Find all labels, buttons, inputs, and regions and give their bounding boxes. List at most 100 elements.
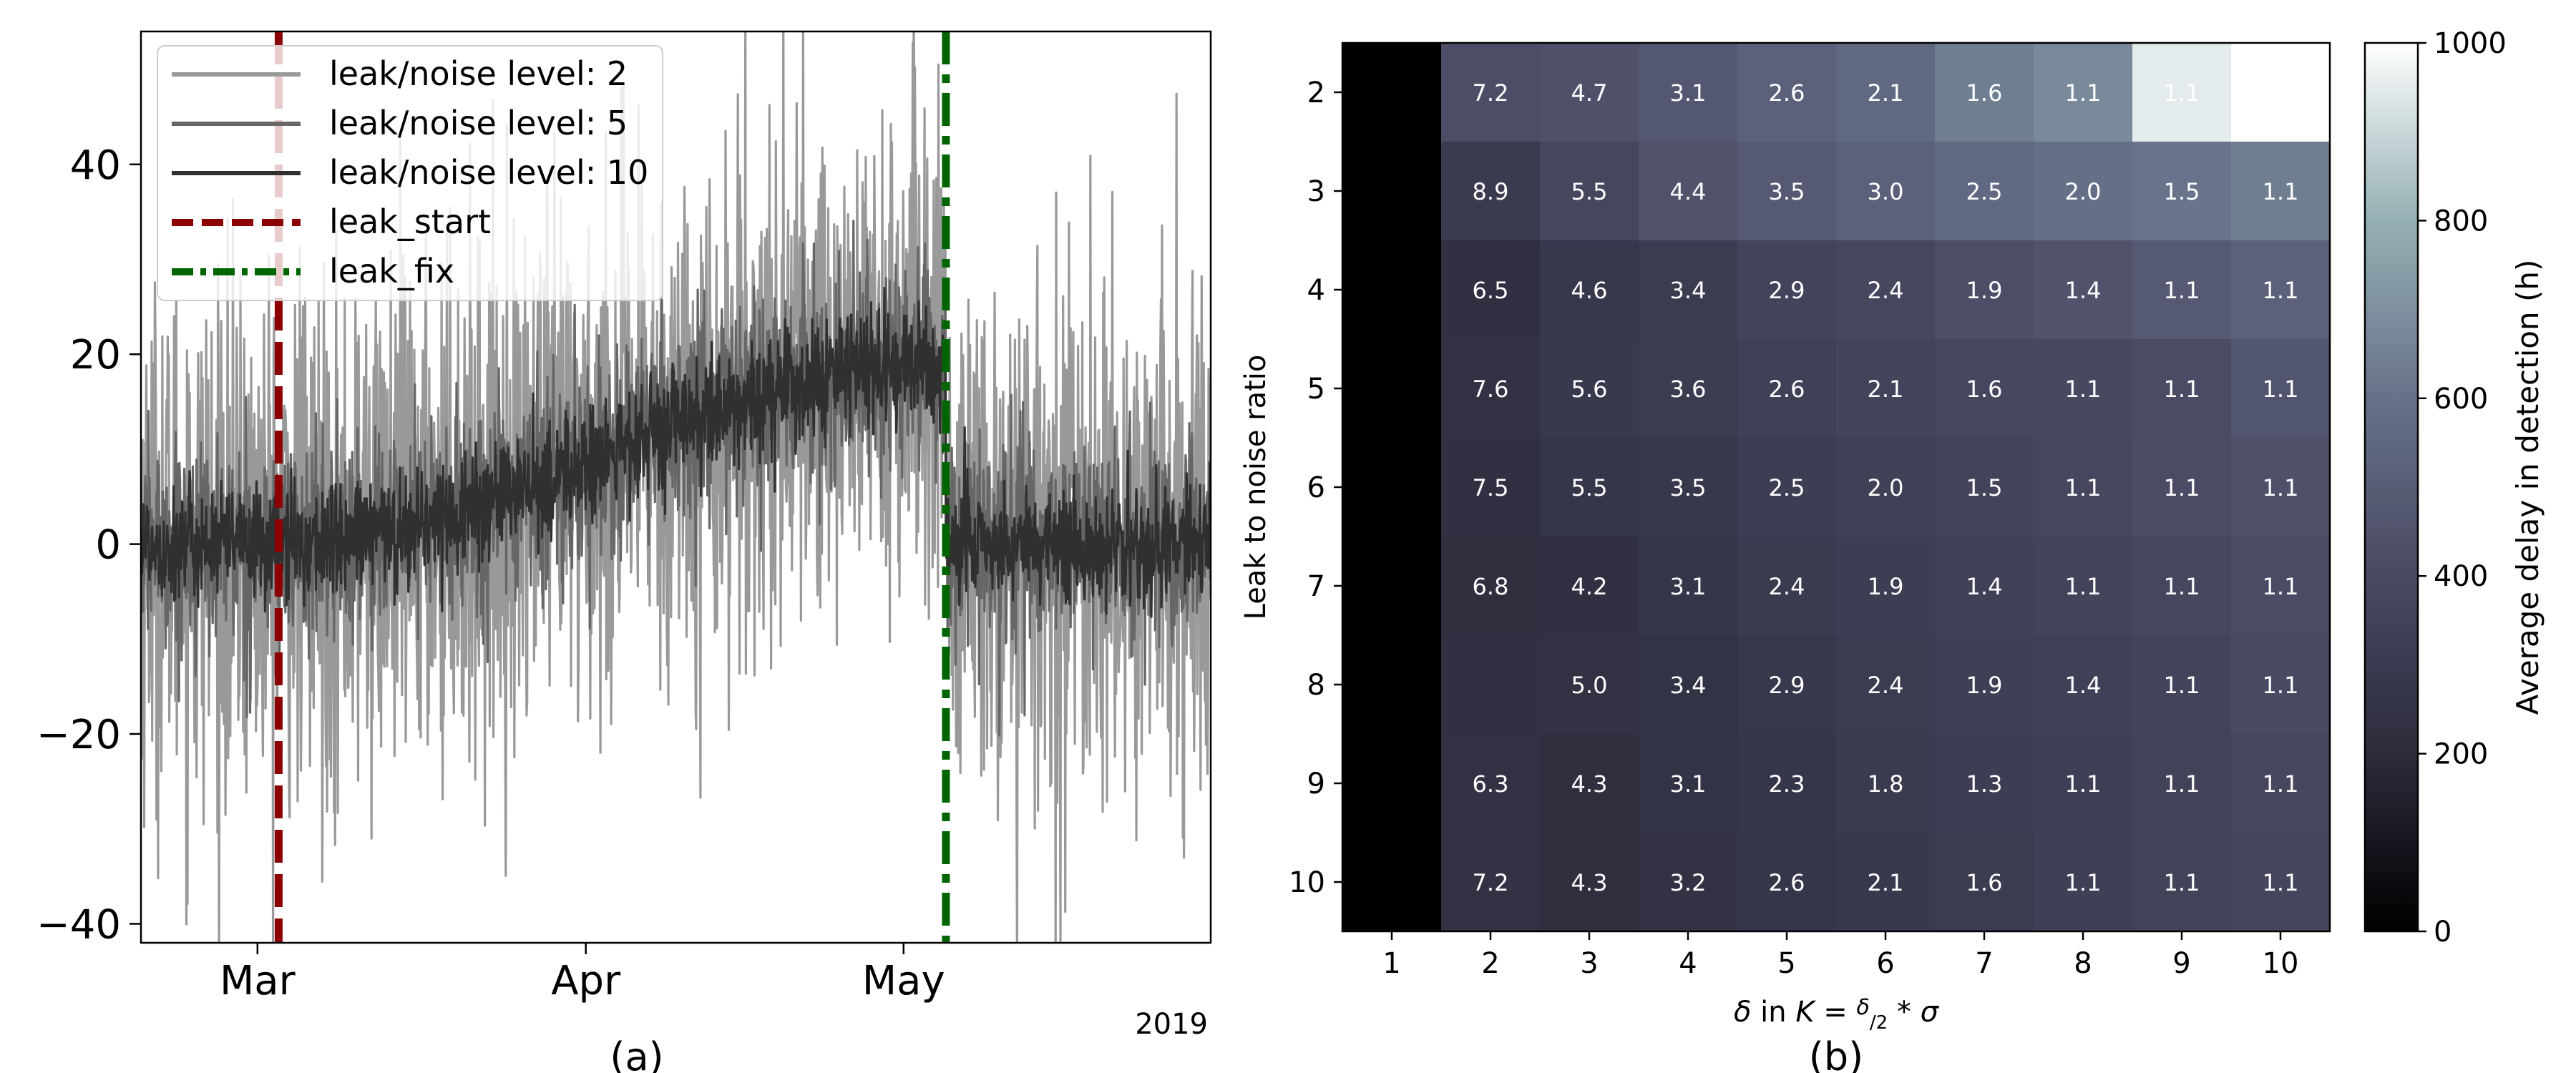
- heatmap-cell: [2231, 536, 2331, 636]
- heatmap-y-tick-label: 2: [1307, 77, 1325, 109]
- cell-annotation: 1.1: [2164, 277, 2200, 304]
- colorbar-gradient: [2363, 41, 2419, 933]
- cell-annotation: 2.1: [1868, 79, 1904, 107]
- colorbar-tick-label: 200: [2434, 738, 2488, 771]
- cell-annotation: 1.1: [2065, 79, 2102, 107]
- heatmap-cell: [1342, 635, 1442, 735]
- x-tick-label: Apr: [551, 958, 621, 1004]
- panel-b-heatmap: 7.2 4.7 3.1 2.6 2.1 1.6 1.1 1.1 8.9 5.5 4.4 3.5 3.0 2…: [1239, 27, 2545, 1073]
- cell-annotation: 3.4: [1670, 277, 1707, 304]
- cell-annotation: 1.4: [2065, 277, 2102, 304]
- cell-annotation: 5.0: [1571, 672, 1608, 699]
- cell-annotation: 5.5: [1571, 178, 1608, 205]
- cell-annotation: 3.2: [1670, 869, 1707, 896]
- cell-annotation: 1.5: [2164, 178, 2200, 205]
- cell-annotation: 6.5: [1473, 277, 1509, 304]
- heatmap-cell: [1639, 438, 1738, 537]
- cell-annotation: 1.1: [2164, 770, 2200, 798]
- heatmap-cell: [2034, 438, 2133, 537]
- heatmap-cell: [1935, 536, 2034, 636]
- heatmap-cell: [2034, 339, 2133, 438]
- heatmap-cell: [2132, 43, 2232, 142]
- heatmap-cell: [1441, 142, 1541, 241]
- heatmap-cell: [1935, 734, 2034, 833]
- heatmap-cell: [1836, 339, 1936, 438]
- heatmap-cell: [2231, 635, 2331, 735]
- cell-annotation: 1.1: [2065, 770, 2102, 798]
- heatmap-y-tick-label: 8: [1307, 669, 1325, 702]
- heatmap-cell: [1737, 438, 1837, 537]
- heatmap-x-tick-label: 3: [1580, 947, 1598, 980]
- cell-annotation: 1.1: [2263, 672, 2299, 699]
- cell-annotation: 1.3: [1966, 770, 2003, 798]
- y-tick-label: −40: [36, 901, 121, 948]
- heatmap-cell: [1935, 438, 2034, 537]
- heatmap-cell: [1540, 240, 1639, 340]
- colorbar-tick-label: 400: [2434, 560, 2488, 593]
- cell-annotation: 1.1: [2263, 376, 2299, 403]
- heatmap-cell: [1639, 339, 1738, 438]
- cell-annotation: 2.9: [1769, 672, 1805, 699]
- heatmap-cell: [2034, 43, 2133, 142]
- heatmap-cell: [1935, 43, 2034, 142]
- heatmap-cell: [2132, 833, 2232, 932]
- cell-annotation: 7.6: [1473, 376, 1509, 403]
- heatmap-y-tick-label: 10: [1289, 866, 1325, 899]
- heatmap-cell: [1639, 833, 1738, 932]
- cell-annotation: 1.1: [2065, 376, 2102, 403]
- cell-annotation: 2.0: [1868, 474, 1904, 501]
- cell-annotation: 2.4: [1769, 573, 1805, 600]
- heatmap-y-tick-label: 4: [1307, 274, 1325, 307]
- heatmap-cell: [1540, 833, 1639, 932]
- colorbar: 0 200 400 600 800 1000 Average delay in detec…: [2363, 27, 2545, 949]
- cell-annotation: 6.3: [1473, 770, 1509, 798]
- heatmap-cell: [1737, 536, 1837, 636]
- cell-annotation: 3.4: [1670, 672, 1707, 699]
- cell-annotation: 1.4: [2065, 672, 2102, 699]
- cell-annotation: 7.2: [1473, 79, 1509, 107]
- cell-annotation: 1.9: [1966, 277, 2003, 304]
- colorbar-tick-label: 600: [2434, 383, 2488, 416]
- heatmap-x-tick-label: 8: [2074, 947, 2092, 980]
- heatmap-cell: [1441, 833, 1541, 932]
- panel-a-frame: [140, 30, 1212, 944]
- cell-annotation: 1.9: [1966, 672, 2003, 699]
- heatmap-cell: [1441, 734, 1541, 833]
- cell-annotation: 5.5: [1571, 474, 1608, 501]
- heatmap-cell: [1836, 438, 1936, 537]
- heatmap-cell: [2034, 536, 2133, 636]
- heatmap-cell: [2034, 734, 2133, 833]
- y-tick-label: 40: [70, 142, 121, 189]
- heatmap-cell: [1639, 635, 1738, 735]
- legend-entry: leak_fix: [329, 252, 454, 290]
- heatmap-x-label: δ in K = δ/2 * σ: [1734, 995, 1940, 1034]
- cell-annotation: 1.1: [2065, 573, 2102, 600]
- heatmap-y-tick-label: 5: [1307, 373, 1325, 406]
- colorbar-label: Average delay in detection (h): [2510, 260, 2545, 715]
- cell-annotation: 1.6: [1966, 376, 2003, 403]
- heatmap-cell: [1836, 833, 1936, 932]
- panel-a-label: (a): [610, 1034, 663, 1073]
- cell-annotation: 1.1: [2263, 869, 2299, 896]
- heatmap-cell: [1639, 43, 1738, 142]
- heatmap-cell: [2132, 635, 2232, 735]
- cell-annotation: 1.8: [1868, 770, 1904, 798]
- heatmap-y-tick-label: 6: [1307, 471, 1325, 504]
- heatmap-cell: [1540, 635, 1639, 735]
- heatmap-x-tick-label: 5: [1777, 947, 1795, 980]
- panel-a-y-ticks: −40 −20 0 20 40: [36, 142, 141, 948]
- cell-annotation: 2.6: [1769, 376, 1805, 403]
- cell-annotation: 1.1: [2164, 79, 2200, 107]
- heatmap-cell: [1737, 833, 1837, 932]
- cell-annotation: 1.1: [2263, 474, 2299, 501]
- y-tick-label: −20: [36, 712, 121, 758]
- colorbar-tick-label: 0: [2434, 916, 2451, 949]
- heatmap-y-ticks: 2 3 4 5 6 7 8 9 10: [1289, 77, 1342, 899]
- cell-annotation: 4.7: [1571, 79, 1608, 107]
- heatmap-cell: [1836, 635, 1936, 735]
- cell-annotation: 8.9: [1473, 178, 1509, 205]
- heatmap-cell: [1441, 635, 1541, 735]
- heatmap-cell: [1935, 142, 2034, 241]
- heatmap-cell: [1342, 339, 1442, 438]
- heatmap-cell: [1639, 240, 1738, 340]
